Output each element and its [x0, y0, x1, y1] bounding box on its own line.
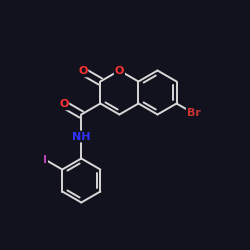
Text: NH: NH: [72, 132, 90, 141]
Text: Br: Br: [187, 108, 201, 118]
Text: O: O: [115, 66, 124, 76]
Text: I: I: [43, 154, 47, 164]
Text: O: O: [59, 100, 69, 110]
Text: O: O: [78, 66, 88, 76]
